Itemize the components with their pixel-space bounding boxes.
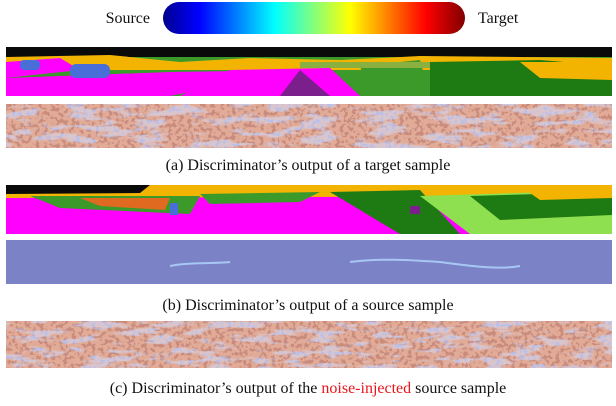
caption-c: (c) Discriminator’s output of the noise-… [110, 380, 506, 397]
target-discriminator-map [6, 104, 612, 148]
noise-injected-discriminator-map [6, 321, 612, 368]
colorbar [163, 2, 465, 34]
caption-c-highlight: noise-injected [321, 380, 411, 397]
caption-c-text: (c) Discriminator’s output of the [110, 380, 322, 397]
source-segmentation [6, 185, 612, 234]
caption-b: (b) Discriminator’s output of a source s… [162, 297, 453, 314]
colorbar-left-label: Source [106, 10, 150, 27]
target-segmentation [6, 47, 612, 96]
figure: Source Target (a) Discriminator’s output… [0, 0, 616, 406]
caption-c-text: source sample [411, 380, 506, 397]
source-discriminator-map [6, 240, 612, 284]
colorbar-right-label: Target [478, 10, 519, 27]
caption-a: (a) Discriminator’s output of a target s… [166, 157, 451, 174]
